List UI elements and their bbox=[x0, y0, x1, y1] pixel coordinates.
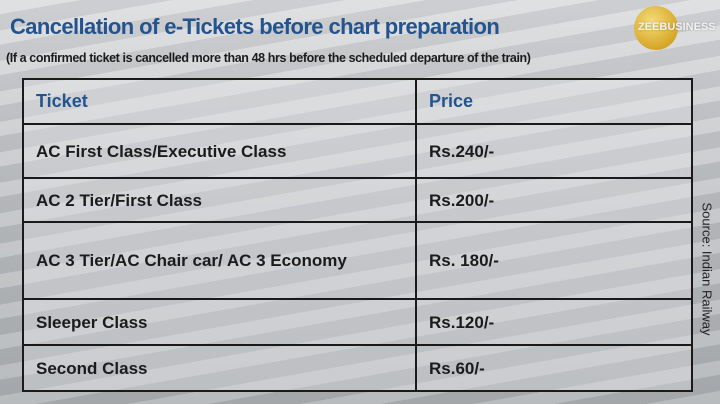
ticket-cell: AC First Class/Executive Class bbox=[22, 123, 417, 179]
price-cell: Rs.200/- bbox=[415, 177, 693, 223]
price-cell: Rs. 180/- bbox=[415, 221, 693, 300]
source-text: Source: Indian Railway bbox=[699, 202, 715, 336]
ticket-cell: Sleeper Class bbox=[22, 298, 417, 346]
table-row: AC 2 Tier/First Class Rs.200/- bbox=[22, 177, 693, 223]
price-cell: Rs.120/- bbox=[415, 298, 693, 346]
ticket-cell: AC 3 Tier/AC Chair car/ AC 3 Economy bbox=[22, 221, 417, 300]
source-note: Source: Indian Railway bbox=[697, 200, 717, 390]
logo-coin bbox=[634, 6, 678, 50]
ticket-cell: Second Class bbox=[22, 344, 417, 392]
header-ticket: Ticket bbox=[22, 78, 417, 125]
cancellation-table: Ticket Price AC First Class/Executive Cl… bbox=[22, 78, 693, 392]
table-row: AC First Class/Executive Class Rs.240/- bbox=[22, 123, 693, 179]
zee-business-logo: ZEEBUSINESS bbox=[634, 6, 720, 50]
table-row: AC 3 Tier/AC Chair car/ AC 3 Economy Rs. … bbox=[22, 221, 693, 300]
page-title: Cancellation of e-Tickets before chart p… bbox=[10, 14, 500, 39]
table-header-row: Ticket Price bbox=[22, 78, 693, 125]
header-price: Price bbox=[415, 78, 693, 125]
price-cell: Rs.60/- bbox=[415, 344, 693, 392]
price-cell: Rs.240/- bbox=[415, 123, 693, 179]
subtitle: (If a confirmed ticket is cancelled more… bbox=[6, 51, 531, 65]
table-row: Second Class Rs.60/- bbox=[22, 344, 693, 392]
logo-text: ZEEBUSINESS bbox=[638, 21, 716, 33]
ticket-cell: AC 2 Tier/First Class bbox=[22, 177, 417, 223]
table-row: Sleeper Class Rs.120/- bbox=[22, 298, 693, 346]
